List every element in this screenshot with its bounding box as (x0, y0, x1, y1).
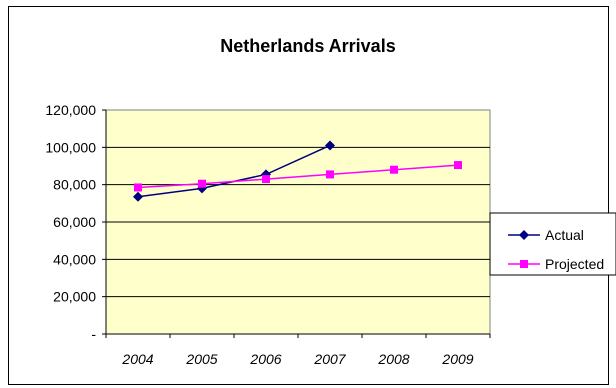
x-tick-label: 2004 (121, 351, 153, 367)
legend-marker-actual (519, 230, 529, 240)
y-tick-label: 40,000 (53, 251, 96, 267)
y-axis-ticks: - 20,000 40,000 60,000 80,000 100,000 120,000 (45, 102, 106, 342)
data-point-projected (326, 170, 334, 179)
y-tick-label: 60,000 (53, 214, 96, 230)
x-tick-label: 2009 (441, 351, 473, 367)
y-tick-label: - (91, 326, 96, 342)
data-point-projected (390, 165, 398, 174)
data-point-actual (133, 191, 143, 202)
series-lines (137, 144, 459, 198)
legend-label-actual: Actual (545, 227, 584, 243)
data-point-projected (262, 175, 270, 184)
data-point-actual (325, 140, 335, 151)
x-tick-label: 2008 (377, 351, 409, 367)
data-point-projected (134, 183, 142, 192)
data-point-projected (454, 161, 462, 170)
legend-label-projected: Projected (545, 256, 604, 272)
series-markers (133, 140, 462, 202)
chart-title: Netherlands Arrivals (220, 36, 395, 56)
x-tick-label: 2007 (313, 351, 346, 367)
legend-marker-projected (520, 260, 528, 268)
y-tick-label: 120,000 (45, 102, 96, 118)
x-tick-label: 2006 (249, 351, 281, 367)
x-axis-ticks: 2004 2005 2006 2007 2008 2009 (105, 334, 491, 367)
legend: Actual Projected (489, 212, 616, 276)
y-tick-label: 80,000 (53, 177, 96, 193)
y-tick-label: 20,000 (53, 289, 96, 305)
x-tick-label: 2005 (185, 351, 217, 367)
series-line-projected (137, 164, 459, 189)
data-point-projected (198, 179, 206, 188)
y-tick-label: 100,000 (45, 139, 96, 155)
